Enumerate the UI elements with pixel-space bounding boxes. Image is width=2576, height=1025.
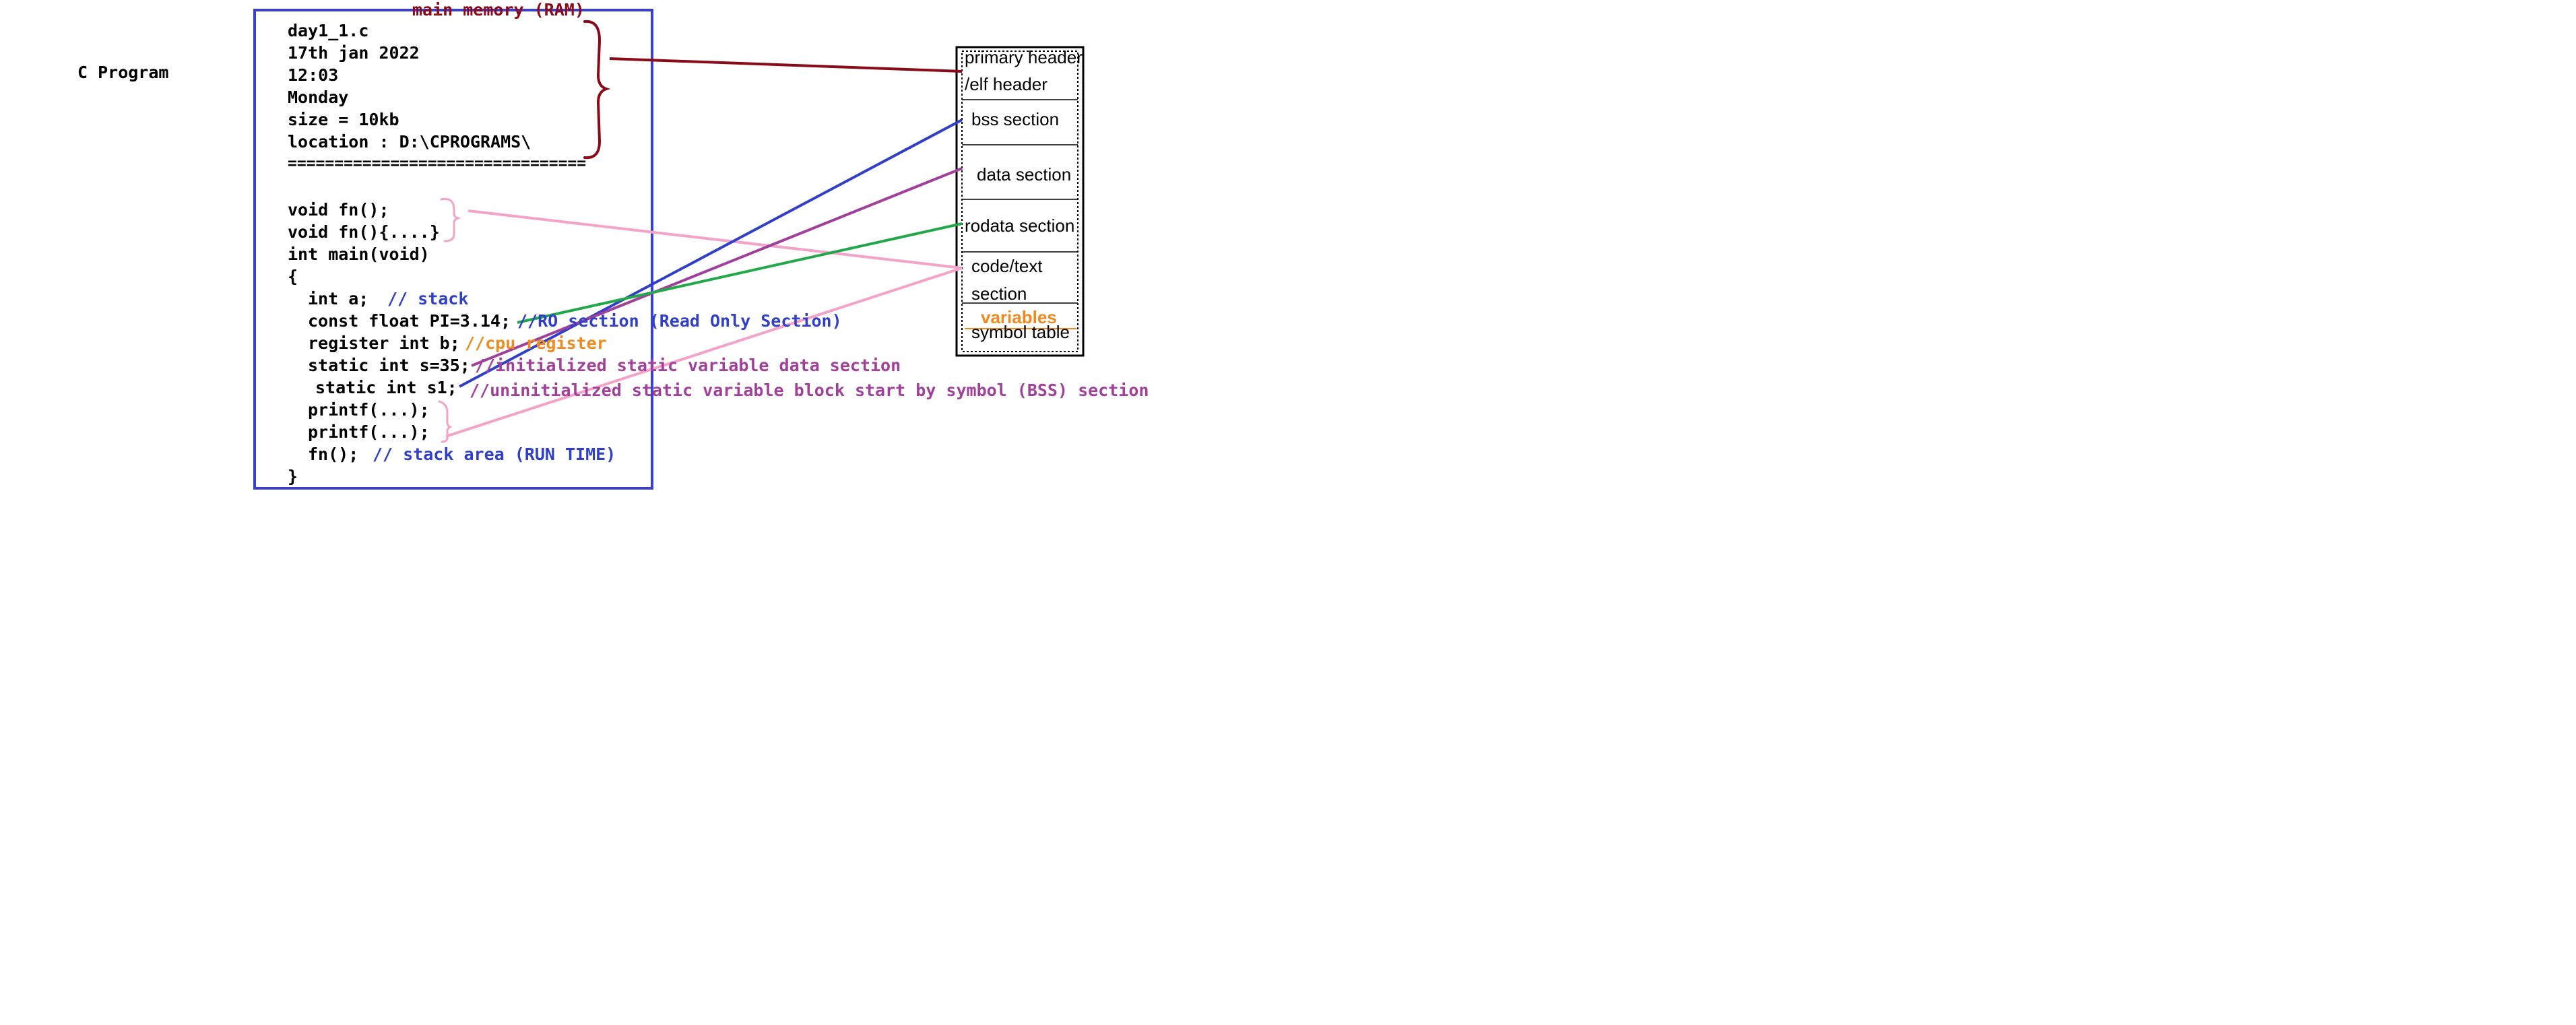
code-line: } — [288, 467, 298, 486]
file-size: size = 10kb — [288, 110, 399, 129]
printf-brace — [438, 400, 453, 443]
file-date: 17th jan 2022 — [288, 43, 420, 63]
comment-uninitialized-static: //uninitialized static variable block st… — [470, 381, 1149, 400]
comment-stack-area: // stack area (RUN TIME) — [373, 444, 616, 464]
function-decl-connector — [468, 209, 963, 269]
data-connector — [471, 167, 963, 367]
separator-line: ================================ — [288, 155, 587, 172]
code-line: const float PI=3.14; — [308, 311, 511, 331]
function-decl-brace — [440, 197, 461, 242]
memory-box-inner — [961, 51, 1078, 352]
segment-data: data section — [977, 164, 1072, 185]
code-line: register int b; — [308, 333, 460, 353]
memory-label: main memory (RAM) — [412, 0, 585, 20]
segment-rodata: rodata section — [965, 216, 1075, 236]
code-line: int a; — [308, 289, 369, 308]
rodata-connector — [517, 222, 963, 324]
code-line: static int s1; — [315, 378, 457, 397]
segment-primary-header: primary header — [965, 47, 1083, 67]
printf-connector — [445, 267, 963, 438]
segment-bss: bss section — [971, 109, 1060, 129]
code-line: printf(...); — [308, 400, 430, 420]
code-line: void fn(){....} — [288, 222, 440, 242]
comment-ro-section: //RO section (Read Only Section) — [517, 311, 842, 331]
file-time: 12:03 — [288, 65, 339, 85]
bss-connector — [459, 119, 963, 388]
program-box — [253, 9, 653, 490]
segment-elf-header: /elf header — [965, 74, 1048, 94]
code-line: { — [288, 267, 298, 286]
file-name: day1_1.c — [288, 21, 369, 40]
header-connector — [609, 57, 963, 73]
code-line: static int s=35; — [308, 356, 470, 375]
code-line: void fn(); — [288, 200, 389, 220]
segment-symbol-table: symbol table — [971, 322, 1070, 342]
segment-variables: variables — [981, 307, 1057, 327]
code-line: int main(void) — [288, 244, 430, 264]
segment-code-text-line2: section — [971, 284, 1027, 304]
file-day: Monday — [288, 88, 349, 107]
comment-stack: // stack — [387, 289, 469, 308]
code-line: fn(); — [308, 444, 359, 464]
memory-box-outer — [955, 46, 1085, 357]
comment-initialized-static: //initialized static variable data secti… — [475, 356, 901, 375]
comment-cpu-register: //cpu register — [465, 333, 607, 353]
code-line: printf(...); — [308, 422, 430, 442]
program-side-label: C Program — [77, 63, 169, 82]
file-info-brace — [583, 20, 611, 160]
segment-code-text: code/text — [971, 256, 1043, 276]
file-location: location : D:\CPROGRAMS\ — [288, 132, 532, 152]
